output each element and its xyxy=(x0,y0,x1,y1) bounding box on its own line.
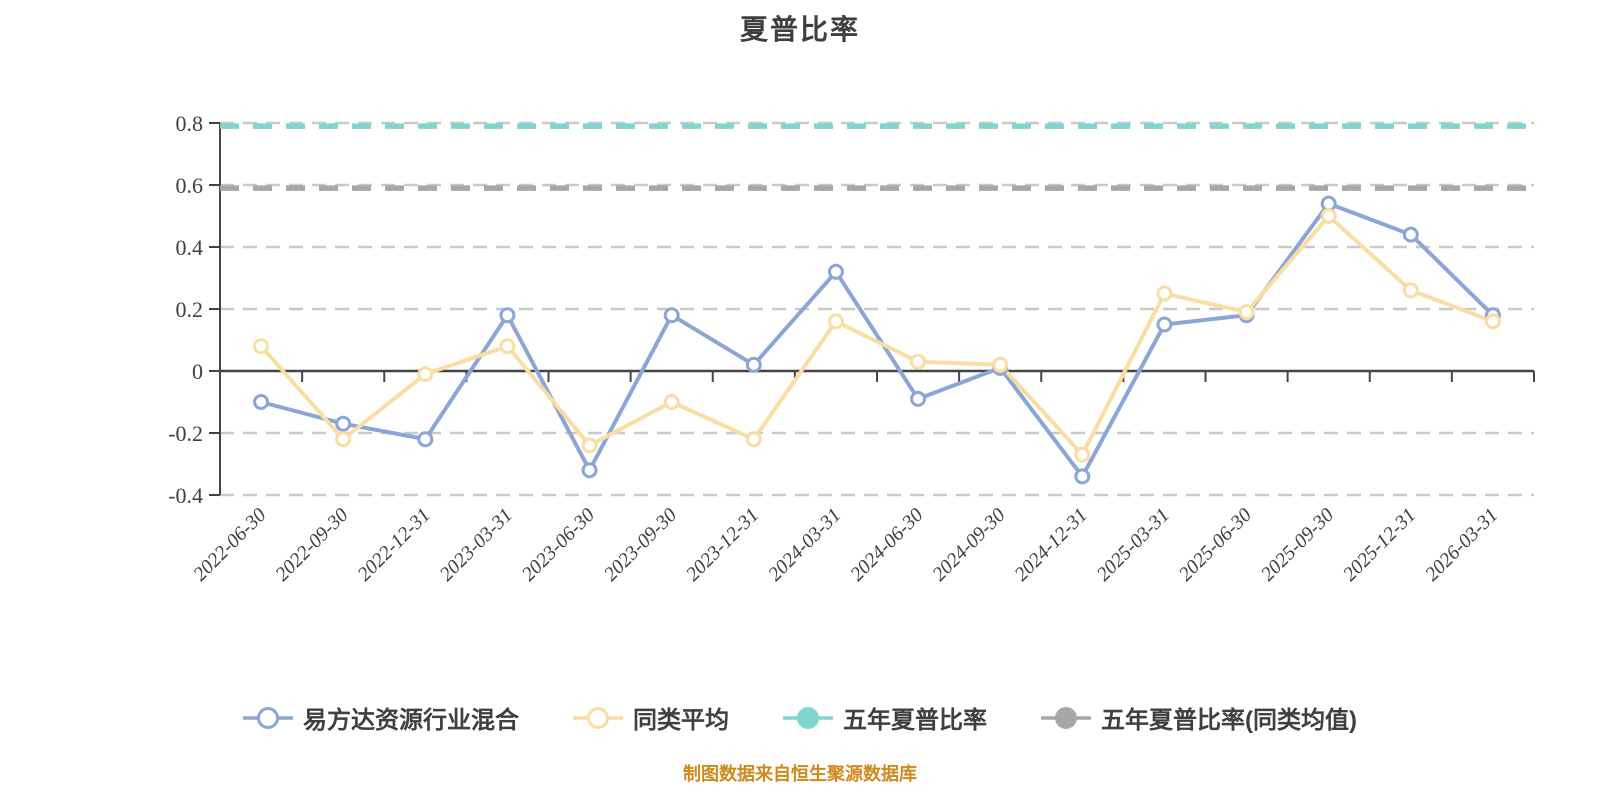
x-axis-label: 2022-12-31 xyxy=(353,504,435,586)
data-point-fund-2022-06-30[interactable] xyxy=(253,394,270,410)
legend-label: 同类平均 xyxy=(633,707,729,734)
x-axis-label: 2024-03-31 xyxy=(764,504,846,586)
y-axis-label: 0.2 xyxy=(176,297,204,322)
legend-item-five-year-sharpe-peer-mean[interactable]: 五年夏普比率(同类均值) xyxy=(1041,700,1357,735)
legend-item-fund[interactable]: 易方达资源行业混合 xyxy=(243,700,519,735)
y-axis-label: 0.4 xyxy=(176,235,204,260)
legend-item-peer-average[interactable]: 同类平均 xyxy=(573,700,729,735)
y-axis-label: 0.6 xyxy=(176,173,204,198)
x-axis-label: 2025-12-31 xyxy=(1339,504,1421,586)
data-point-peer-average-2023-12-31[interactable] xyxy=(745,431,762,448)
legend-label: 易方达资源行业混合 xyxy=(303,707,519,734)
data-point-peer-average-2025-09-30[interactable] xyxy=(1320,208,1337,224)
x-axis-label: 2024-12-31 xyxy=(1010,504,1092,586)
data-point-fund-2022-12-31[interactable] xyxy=(417,431,434,448)
data-point-peer-average-2024-03-31[interactable] xyxy=(827,313,844,330)
x-axis-label: 2025-09-30 xyxy=(1257,504,1339,586)
data-point-fund-2023-06-30[interactable] xyxy=(581,462,598,479)
x-axis-label: 2023-06-30 xyxy=(518,504,600,586)
y-axis-label: -0.2 xyxy=(168,421,203,446)
data-point-peer-average-2025-12-31[interactable] xyxy=(1402,282,1419,299)
y-axis-label: -0.4 xyxy=(168,483,203,508)
x-axis-label: 2024-06-30 xyxy=(846,504,928,586)
x-axis-label: 2023-09-30 xyxy=(600,504,682,586)
legend-label: 五年夏普比率 xyxy=(843,707,987,734)
data-point-peer-average-2022-06-30[interactable] xyxy=(253,338,270,355)
x-axis-label: 2024-09-30 xyxy=(928,504,1010,586)
data-point-fund-2024-06-30[interactable] xyxy=(910,390,927,407)
legend-marker-icon xyxy=(1041,706,1091,729)
data-point-peer-average-2025-06-30[interactable] xyxy=(1238,304,1255,321)
x-axis-label: 2023-12-31 xyxy=(682,504,764,586)
legend-marker-icon xyxy=(573,706,623,729)
chart-title: 夏普比率 xyxy=(739,14,860,45)
data-point-fund-2024-12-31[interactable] xyxy=(1074,468,1091,485)
x-axis-label: 2026-03-31 xyxy=(1421,504,1503,586)
x-axis-label: 2025-03-31 xyxy=(1092,504,1174,586)
x-axis-label: 2022-06-30 xyxy=(189,504,271,586)
data-point-peer-average-2022-12-31[interactable] xyxy=(417,366,434,383)
x-axis-label: 2025-06-30 xyxy=(1175,504,1257,586)
data-point-peer-average-2025-03-31[interactable] xyxy=(1156,285,1173,302)
data-point-fund-2023-12-31[interactable] xyxy=(745,356,762,373)
legend-item-five-year-sharpe[interactable]: 五年夏普比率 xyxy=(783,700,987,735)
series-line-fund xyxy=(259,201,1495,479)
x-axis-label: 2023-03-31 xyxy=(435,504,517,586)
data-point-peer-average-2023-03-31[interactable] xyxy=(499,338,516,355)
y-axis-label: 0.8 xyxy=(176,111,204,136)
data-point-fund-2025-03-31[interactable] xyxy=(1156,316,1173,333)
data-point-fund-2023-03-31[interactable] xyxy=(499,307,516,324)
legend-marker-icon xyxy=(243,706,293,729)
data-point-peer-average-2024-06-30[interactable] xyxy=(910,353,927,370)
x-axis-label: 2022-09-30 xyxy=(271,504,353,586)
data-point-fund-2022-09-30[interactable] xyxy=(335,415,352,432)
data-point-peer-average-2024-09-30[interactable] xyxy=(992,356,1009,373)
series-line-peer-average xyxy=(259,214,1495,457)
legend: 易方达资源行业混合 同类平均 五年夏普比率 五年夏普比率(同类均值) xyxy=(0,700,1600,735)
data-point-peer-average-2026-03-31[interactable] xyxy=(1484,313,1501,330)
legend-marker-icon xyxy=(783,706,833,729)
data-point-peer-average-2023-09-30[interactable] xyxy=(663,394,680,410)
data-source-note: 制图数据来自恒生聚源数据库 xyxy=(683,764,917,784)
data-point-peer-average-2023-06-30[interactable] xyxy=(581,437,598,454)
data-point-peer-average-2024-12-31[interactable] xyxy=(1074,446,1091,463)
data-point-fund-2024-03-31[interactable] xyxy=(827,263,844,280)
data-point-fund-2025-12-31[interactable] xyxy=(1402,226,1419,243)
y-axis-label: 0 xyxy=(192,359,203,384)
data-point-fund-2023-09-30[interactable] xyxy=(663,307,680,324)
data-point-peer-average-2022-09-30[interactable] xyxy=(335,431,352,448)
legend-label: 五年夏普比率(同类均值) xyxy=(1101,707,1357,734)
